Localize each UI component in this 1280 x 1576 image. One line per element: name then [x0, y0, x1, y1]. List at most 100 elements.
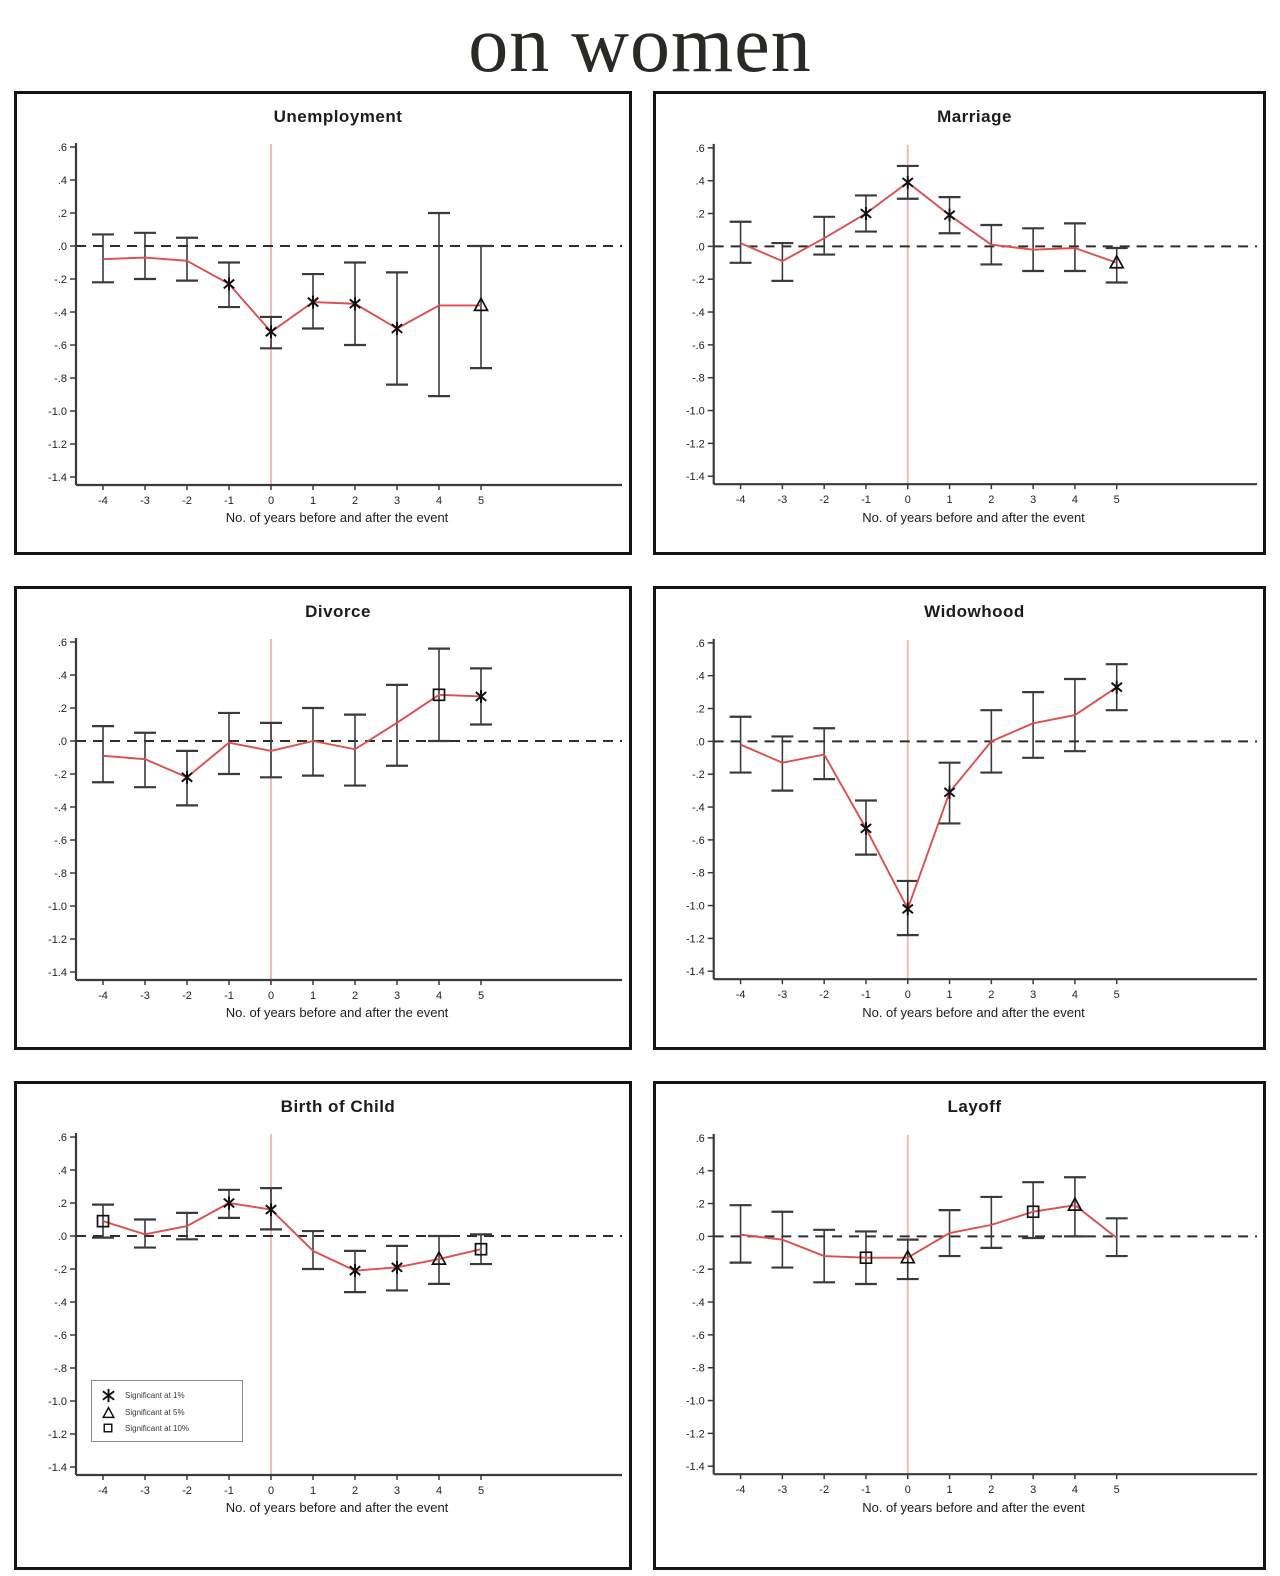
svg-text:.2: .2	[696, 704, 705, 716]
svg-text:.2: .2	[58, 208, 67, 220]
svg-text:2: 2	[988, 1484, 994, 1496]
square-marker-icon	[100, 1422, 116, 1434]
svg-text:.6: .6	[58, 1132, 67, 1144]
svg-text:0: 0	[905, 989, 911, 1001]
legend-label: Significant at 10%	[125, 1423, 190, 1433]
svg-text:4: 4	[1072, 494, 1078, 506]
panel-title: Layoff	[947, 1097, 1002, 1116]
svg-text:-.4: -.4	[54, 307, 67, 319]
svg-text:-.2: -.2	[692, 274, 705, 286]
star-marker-icon	[100, 1388, 116, 1403]
svg-text:-.2: -.2	[692, 1264, 705, 1276]
svg-text:-1.4: -1.4	[48, 967, 67, 979]
svg-text:-1.4: -1.4	[686, 471, 705, 483]
svg-text:.2: .2	[58, 1198, 67, 1210]
svg-text:0: 0	[268, 990, 274, 1002]
legend-item-5pct: Significant at 5%	[100, 1406, 234, 1419]
svg-text:-3: -3	[778, 494, 788, 506]
svg-text:-1: -1	[861, 989, 871, 1001]
x-axis-label: No. of years before and after the event	[862, 1500, 1085, 1515]
svg-text:-.8: -.8	[54, 1363, 67, 1375]
svg-text:-4: -4	[98, 495, 108, 507]
svg-text:-.8: -.8	[692, 373, 705, 385]
svg-text:4: 4	[1072, 1484, 1078, 1496]
marriage-chart: .6 .4 .2 .0 -.2 -.4 -.6 -.8 -1.0 -1.2 -1.4 -4 -3 -2 -1…	[686, 143, 1258, 506]
svg-text:-1.0: -1.0	[48, 901, 67, 913]
divorce-chart: .6 .4 .2 .0 -.2 -.4 -.6 -.8 -1.0 -1.2 -1.4 -4 -3 -2 -1…	[48, 637, 622, 1002]
panel-title: Divorce	[305, 602, 371, 621]
svg-text:-1.0: -1.0	[48, 1396, 67, 1408]
svg-text:.6: .6	[696, 638, 705, 650]
svg-text:0: 0	[268, 1485, 274, 1497]
legend-item-10pct: Significant at 10%	[100, 1422, 234, 1434]
svg-text:2: 2	[352, 990, 358, 1002]
svg-text:1: 1	[310, 1485, 316, 1497]
svg-text:-.4: -.4	[692, 802, 705, 814]
svg-text:5: 5	[1114, 989, 1120, 1001]
svg-text:-1.2: -1.2	[48, 1429, 67, 1441]
svg-text:.0: .0	[696, 241, 705, 253]
panels-grid: Unemployment .6.4.2.0 -.2 -.4 -.6 -.8 -1.0 -1.…	[14, 91, 1280, 1570]
svg-text:-2: -2	[182, 1485, 192, 1497]
svg-text:.0: .0	[58, 1231, 67, 1243]
svg-text:-2: -2	[182, 495, 192, 507]
svg-text:.0: .0	[696, 1231, 705, 1243]
svg-text:-3: -3	[140, 1485, 150, 1497]
svg-text:1: 1	[947, 989, 953, 1001]
svg-text:-4: -4	[98, 990, 108, 1002]
svg-text:-.6: -.6	[54, 1330, 67, 1342]
svg-text:2: 2	[352, 495, 358, 507]
x-axis-label: No. of years before and after the event	[225, 510, 449, 525]
svg-text:.4: .4	[696, 176, 705, 188]
svg-text:.6: .6	[696, 1133, 705, 1145]
svg-text:-1: -1	[224, 990, 234, 1002]
svg-text:1: 1	[310, 495, 316, 507]
svg-text:5: 5	[478, 990, 484, 1002]
svg-text:2: 2	[352, 1485, 358, 1497]
svg-text:-1: -1	[861, 1484, 871, 1496]
svg-text:-3: -3	[778, 989, 788, 1001]
panel-unemployment: Unemployment .6 .4 .2 .0 -.2 -.4 -.6 -.8 -1.0 -1.…	[14, 91, 632, 555]
unemployment-chart: .6 .4 .2 .0 -.2 -.4 -.6 -.8 -1.0 -1.2 -1.4 -4 -3 -2 -1…	[48, 142, 622, 507]
panel-divorce: Divorce .6 .4 .2 .0 -.2 -.4 -.6 -.8 -1.0 -1.2 -1.4…	[14, 586, 632, 1050]
svg-text:-.4: -.4	[692, 307, 705, 319]
svg-text:-1: -1	[224, 495, 234, 507]
svg-text:4: 4	[436, 1485, 442, 1497]
svg-text:.4: .4	[696, 671, 705, 683]
svg-text:3: 3	[394, 1485, 400, 1497]
svg-text:.4: .4	[58, 175, 67, 187]
svg-text:-.4: -.4	[54, 1297, 67, 1309]
svg-text:-1.4: -1.4	[686, 966, 705, 978]
svg-text:-2: -2	[819, 989, 829, 1001]
svg-text:-.6: -.6	[54, 340, 67, 352]
svg-text:5: 5	[1114, 494, 1120, 506]
svg-text:-1.0: -1.0	[686, 901, 705, 913]
x-axis-label: No. of years before and after the event	[862, 1005, 1085, 1020]
panel-title: Widowhood	[924, 602, 1025, 621]
svg-text:.6: .6	[58, 142, 67, 154]
svg-text:-.4: -.4	[54, 802, 67, 814]
svg-text:-1.2: -1.2	[48, 439, 67, 451]
svg-text:5: 5	[478, 1485, 484, 1497]
svg-text:3: 3	[1030, 494, 1036, 506]
panel-layoff: Layoff .6 .4 .2 .0 -.2 -.4 -.6 -.8 -1.0 -1.2 -1.4 -…	[653, 1081, 1266, 1570]
svg-text:0: 0	[905, 494, 911, 506]
layoff-chart: .6 .4 .2 .0 -.2 -.4 -.6 -.8 -1.0 -1.2 -1.4 -4 -3 -2 -1…	[686, 1133, 1258, 1496]
svg-text:-.8: -.8	[692, 1363, 705, 1375]
svg-text:3: 3	[394, 990, 400, 1002]
x-axis-label: No. of years before and after the event	[225, 1500, 449, 1515]
svg-text:1: 1	[310, 990, 316, 1002]
svg-text:4: 4	[1072, 989, 1078, 1001]
svg-text:2: 2	[988, 989, 994, 1001]
x-axis-label: No. of years before and after the event	[225, 1005, 449, 1020]
legend-label: Significant at 1%	[125, 1390, 185, 1400]
svg-text:-.4: -.4	[692, 1297, 705, 1309]
svg-text:-1.4: -1.4	[48, 472, 67, 484]
svg-text:-.6: -.6	[692, 340, 705, 352]
svg-text:-.2: -.2	[692, 769, 705, 781]
svg-text:-4: -4	[736, 989, 746, 1001]
svg-text:-2: -2	[819, 1484, 829, 1496]
svg-text:-4: -4	[98, 1485, 108, 1497]
panel-widowhood: Widowhood .6 .4 .2 .0 -.2 -.4 -.6 -.8 -1.0 -1.2 -1…	[653, 586, 1266, 1050]
svg-text:.6: .6	[696, 143, 705, 155]
